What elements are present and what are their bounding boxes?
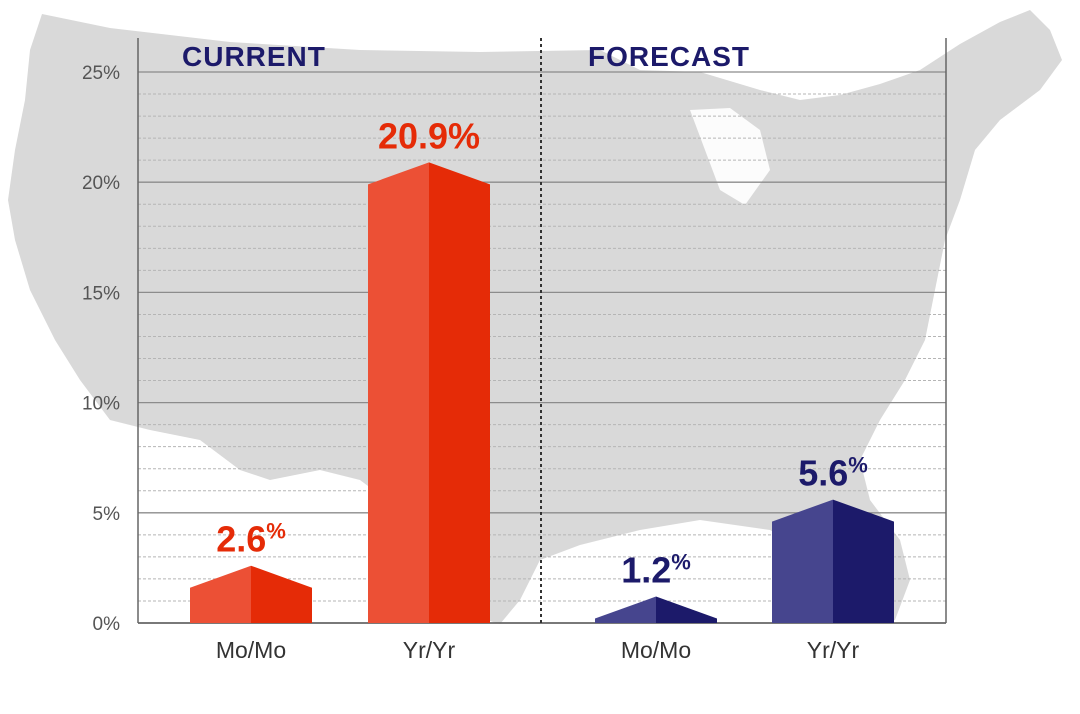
x-category-label: Mo/Mo xyxy=(216,637,286,663)
x-category-label: Yr/Yr xyxy=(807,637,860,663)
bar-left-face xyxy=(190,565,251,623)
bar-value-label: 5.6% xyxy=(798,453,868,494)
x-category-label: Mo/Mo xyxy=(621,637,691,663)
bar-right-face xyxy=(833,499,894,623)
y-tick-label: 5% xyxy=(93,504,121,525)
bar-value-label: 20.9% xyxy=(378,115,480,156)
y-tick-label: 15% xyxy=(82,283,120,304)
bar-value-label: 2.6% xyxy=(216,519,286,560)
bar-right-face xyxy=(429,162,490,623)
x-category-label: Yr/Yr xyxy=(403,637,456,663)
bar-right-face xyxy=(656,596,717,623)
y-tick-label: 25% xyxy=(82,63,120,84)
labels-layer: 0% 5% 10% 15% 20% 25% CURRENT 2.6% Mo/Mo 20.9% Yr/… xyxy=(82,41,868,663)
y-tick-label: 10% xyxy=(82,394,120,415)
y-tick-label: 20% xyxy=(82,173,120,194)
bar-left-face xyxy=(595,596,656,623)
bars-layer xyxy=(190,162,894,623)
section-title: CURRENT xyxy=(182,41,326,72)
bar-left-face xyxy=(368,162,429,623)
bar-left-face xyxy=(772,499,833,623)
great-lakes-notch xyxy=(690,108,770,205)
bar-value-label: 1.2% xyxy=(621,550,691,591)
bar-right-face xyxy=(251,565,312,623)
y-tick-label: 0% xyxy=(93,614,121,635)
us-map-silhouette xyxy=(8,10,1062,624)
section-title: FORECAST xyxy=(588,41,750,72)
